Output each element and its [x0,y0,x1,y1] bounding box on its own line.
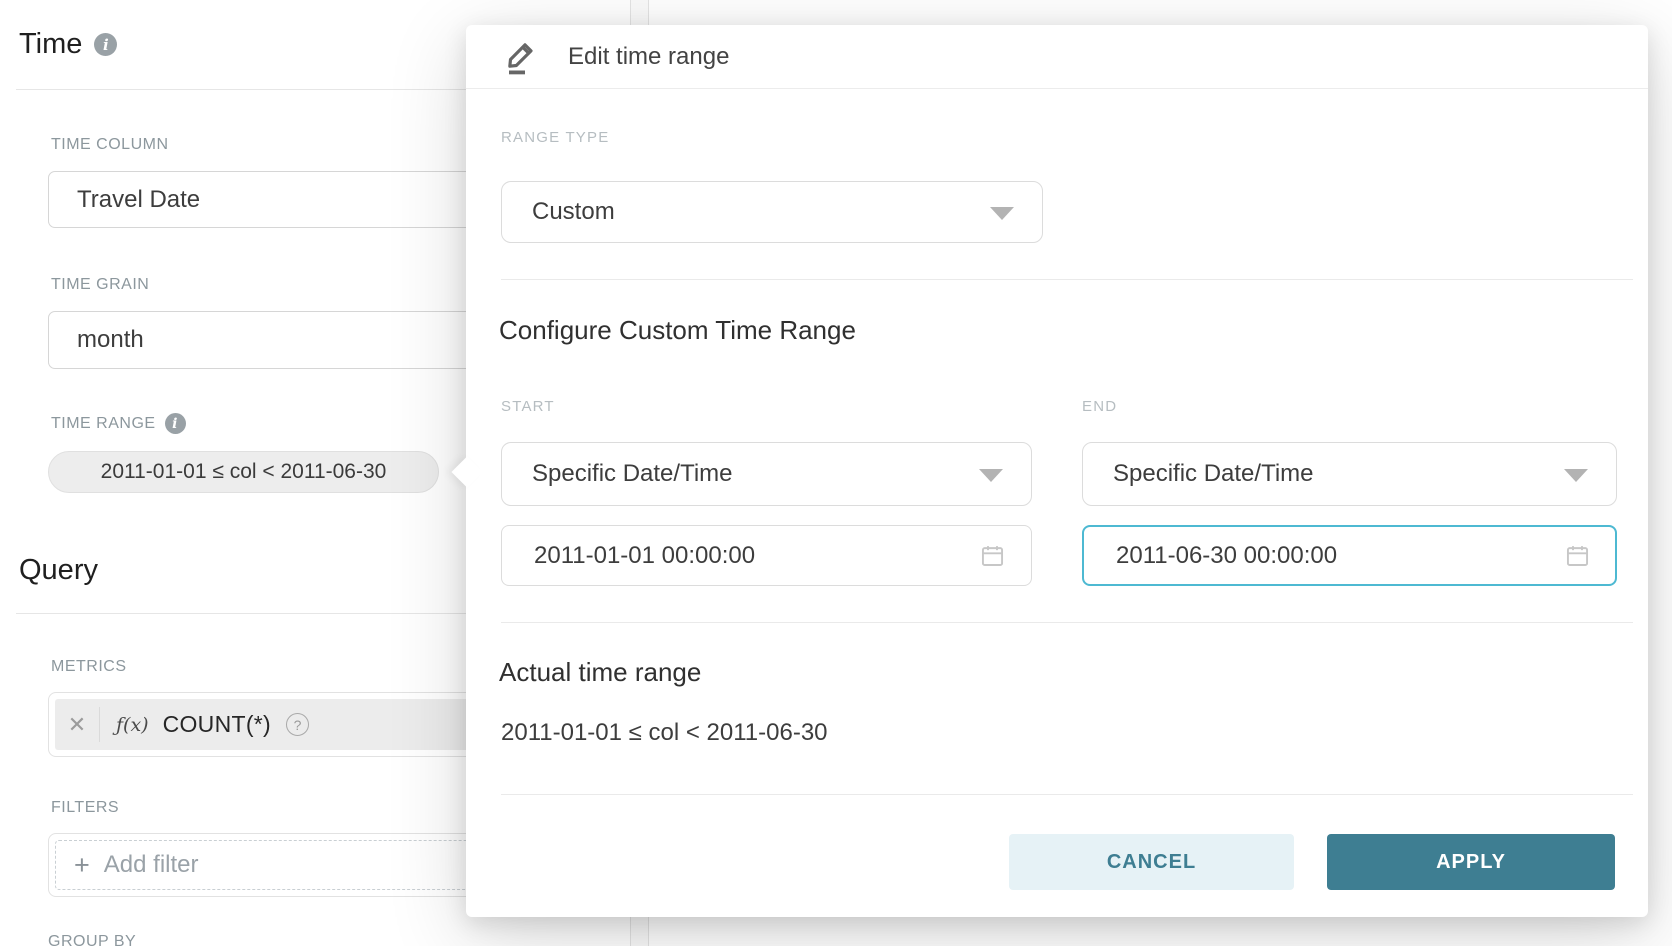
footer-divider [501,794,1633,795]
calendar-icon[interactable] [1564,542,1591,569]
add-filter-placeholder: Add filter [103,851,199,878]
end-label: END [1082,398,1118,415]
popover-arrow [451,456,483,488]
end-mode-value: Specific Date/Time [1113,460,1314,487]
time-range-pill[interactable]: 2011-01-01 ≤ col < 2011-06-30 [48,451,439,493]
add-filter-button[interactable]: + Add filter [55,840,561,890]
popover-header: Edit time range [466,25,1648,89]
range-type-value: Custom [532,198,615,225]
time-section-divider [16,89,632,90]
chip-separator [99,706,100,743]
help-icon[interactable]: ? [286,713,310,736]
function-icon: ƒ(x) [116,713,149,736]
actual-range-value: 2011-01-01 ≤ col < 2011-06-30 [501,719,828,746]
end-mode-select[interactable]: Specific Date/Time [1082,442,1617,506]
edit-pencil-icon [502,36,542,78]
calendar-icon[interactable] [979,542,1006,569]
chevron-down-icon [990,207,1014,220]
start-mode-value: Specific Date/Time [532,460,733,487]
info-icon[interactable]: i [94,33,118,56]
edit-time-range-popover: Edit time range RANGE TYPE Custom Config… [451,25,1648,917]
group-by-label: GROUP BY [48,933,137,946]
apply-button[interactable]: APPLY [1327,834,1615,890]
time-grain-label: TIME GRAIN [51,276,150,293]
cancel-button[interactable]: CANCEL [1009,834,1294,890]
time-range-value: 2011-01-01 ≤ col < 2011-06-30 [100,460,387,483]
filters-label: FILTERS [51,799,120,816]
chevron-down-icon [1564,469,1588,482]
chevron-down-icon [979,469,1003,482]
metrics-label: METRICS [51,658,127,675]
time-section-title: Time i [19,28,118,61]
time-column-label: TIME COLUMN [51,136,169,153]
time-section-label: Time [19,28,83,60]
range-type-select[interactable]: Custom [501,181,1043,243]
time-column-value: Travel Date [77,185,201,213]
start-mode-select[interactable]: Specific Date/Time [501,442,1032,506]
start-datetime-input[interactable] [501,525,1032,586]
section-divider [501,622,1633,623]
end-datetime-input[interactable] [1082,525,1617,586]
popover-title: Edit time range [568,42,730,70]
query-section-label: Query [19,554,98,586]
close-icon[interactable]: ✕ [67,711,87,737]
start-label: START [501,398,555,415]
range-type-label: RANGE TYPE [501,129,610,146]
section-divider [501,279,1633,280]
query-section-divider [16,613,632,614]
time-grain-value: month [77,326,144,353]
actual-range-heading: Actual time range [499,657,702,687]
info-icon[interactable]: i [164,413,186,434]
query-section-title: Query [19,554,98,587]
plus-icon: + [74,849,90,880]
time-range-label: TIME RANGE i [51,413,186,434]
configure-heading: Configure Custom Time Range [499,315,856,345]
metric-name: COUNT(*) [162,711,272,737]
